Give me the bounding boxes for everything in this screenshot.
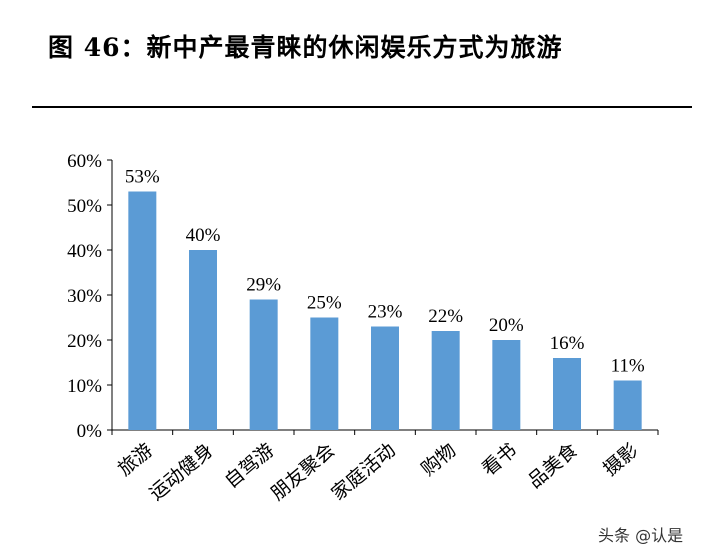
- y-tick-label: 30%: [67, 286, 102, 307]
- category-label: 旅游: [114, 439, 157, 480]
- data-label: 25%: [307, 293, 342, 314]
- bar: [613, 380, 642, 430]
- y-tick-label: 60%: [67, 151, 102, 172]
- category-label: 摄影: [599, 439, 642, 480]
- bar: [431, 331, 460, 430]
- category-label: 朋友聚会: [267, 439, 339, 505]
- bar: [249, 299, 278, 430]
- y-tick-label: 40%: [67, 241, 102, 262]
- bar: [492, 340, 521, 430]
- data-label: 40%: [186, 225, 221, 246]
- category-label: 看书: [478, 439, 521, 480]
- y-axis-ticks: 0% 10% 20% 30% 40% 50% 60%: [67, 151, 659, 442]
- bar: [553, 358, 581, 430]
- data-labels: 53% 40% 29% 25% 23% 22% 20% 16% 11%: [125, 167, 645, 377]
- bar: [128, 191, 157, 430]
- category-label: 运动健身: [145, 439, 217, 505]
- y-tick-label: 50%: [67, 196, 102, 217]
- data-label: 22%: [428, 306, 463, 327]
- data-label: 23%: [368, 302, 403, 323]
- bar: [310, 317, 339, 430]
- category-label: 品美食: [524, 439, 582, 493]
- category-label: 购物: [417, 439, 460, 480]
- bar: [189, 250, 217, 430]
- y-tick-label: 0%: [77, 421, 103, 442]
- title-rule: [32, 106, 692, 108]
- bar: [371, 326, 399, 430]
- y-tick-label: 20%: [67, 331, 102, 352]
- data-label: 53%: [125, 167, 160, 188]
- y-tick-label: 10%: [67, 376, 102, 397]
- watermark: 头条 @认是: [598, 526, 684, 545]
- category-label: 家庭活动: [327, 439, 399, 505]
- data-label: 16%: [550, 333, 585, 354]
- data-label: 11%: [611, 356, 645, 377]
- data-label: 29%: [246, 275, 281, 296]
- data-label: 20%: [489, 315, 524, 336]
- bars: [128, 191, 642, 430]
- chart-title: 图 46：新中产最青睐的休闲娱乐方式为旅游: [48, 33, 563, 62]
